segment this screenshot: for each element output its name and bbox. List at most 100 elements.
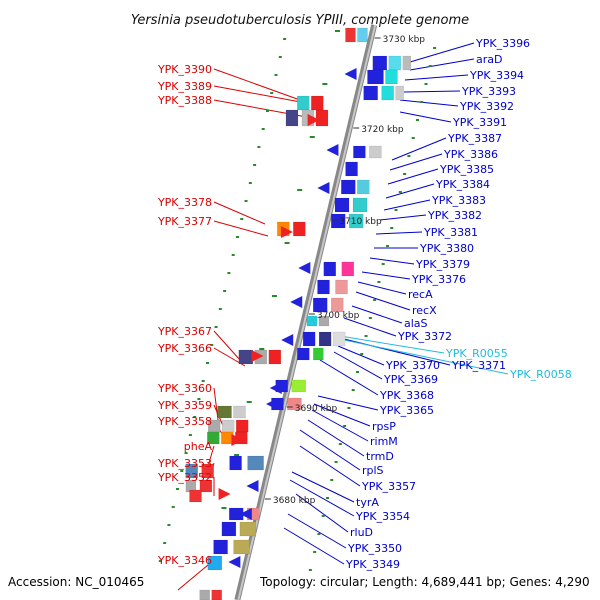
- gene-label-reverse: alaS: [404, 317, 428, 330]
- reverse-connector: [357, 281, 407, 295]
- gene-block: [233, 539, 250, 555]
- reverse-connector: [317, 395, 379, 411]
- forward-connector: [207, 445, 215, 467]
- gene-block: [201, 463, 214, 479]
- gene-label-rna: YPK_R0055: [445, 347, 508, 360]
- tick-dot: [167, 524, 171, 526]
- gene-label-reverse: recX: [412, 304, 437, 317]
- gene-block: [312, 297, 328, 313]
- reverse-connector: [389, 153, 443, 171]
- strand-arrow: [239, 508, 252, 520]
- gene-label-reverse: YPK_3370: [385, 359, 440, 372]
- reverse-connector: [299, 429, 361, 471]
- gene-block: [293, 221, 306, 237]
- gene-block: [357, 27, 368, 43]
- tick-dot: [347, 407, 351, 409]
- gene-label-forward: YPK_3366: [157, 342, 212, 355]
- reverse-connector: [409, 42, 475, 63]
- gene-block: [217, 405, 232, 419]
- tick-dot: [351, 389, 355, 391]
- tick-dot: [184, 452, 188, 454]
- reverse-connector: [343, 317, 397, 337]
- reverse-connector: [299, 445, 361, 487]
- tick-dot: [201, 380, 205, 382]
- gene-block: [189, 489, 202, 503]
- gene-block: [207, 555, 223, 571]
- gene-label-rna: YPK_R0058: [509, 368, 572, 381]
- gene-block: [213, 539, 228, 555]
- tick-dot: [364, 335, 368, 337]
- strand-arrow: [307, 114, 320, 126]
- gene-label-reverse: rpsP: [372, 420, 396, 433]
- tick-dot: [265, 110, 269, 112]
- tick-dot: [274, 74, 278, 76]
- gene-block: [353, 145, 366, 159]
- gene-block: [315, 109, 329, 127]
- gene-label-reverse: YPK_3394: [469, 69, 524, 82]
- tick-dot: [377, 281, 381, 283]
- gene-block: [318, 331, 332, 347]
- map-title: Yersinia pseudotuberculosis YPIII, compl…: [131, 13, 469, 28]
- tick-dot: [338, 443, 342, 445]
- gene-block: [306, 315, 318, 327]
- tick-dot: [193, 416, 197, 418]
- tick-dot: [308, 569, 312, 571]
- gene-block: [221, 521, 237, 537]
- tick-dot: [197, 398, 201, 400]
- tick-dot: [381, 263, 385, 265]
- gene-block: [207, 431, 220, 445]
- tick-dot: [394, 209, 398, 211]
- reverse-connector: [343, 339, 509, 375]
- gene-block: [247, 455, 264, 471]
- minor-tick: [221, 507, 227, 509]
- strand-arrow: [231, 434, 244, 446]
- gene-block: [311, 95, 324, 111]
- minor-tick: [309, 136, 315, 138]
- gene-label-reverse: YPK_3376: [411, 273, 466, 286]
- gene-label-reverse: YPK_3369: [383, 373, 438, 386]
- gene-block: [345, 161, 358, 177]
- minor-tick: [259, 348, 265, 350]
- tick-dot: [398, 191, 402, 193]
- gene-label-reverse: YPK_3372: [397, 330, 452, 343]
- strand-arrow: [281, 334, 294, 346]
- strand-arrow: [344, 68, 357, 80]
- gene-block: [402, 55, 412, 71]
- strand-arrow: [290, 296, 303, 308]
- gene-label-reverse: YPK_3365: [379, 404, 434, 417]
- tick-dot: [188, 434, 192, 436]
- tick-dot: [231, 254, 235, 256]
- gene-block: [372, 55, 388, 71]
- gene-block: [313, 347, 324, 361]
- minor-tick: [246, 401, 252, 403]
- gene-block: [318, 315, 330, 327]
- tick-dot: [240, 218, 244, 220]
- tick-dot: [385, 245, 389, 247]
- kbp-label: 3700 kbp: [317, 311, 360, 321]
- gene-block: [395, 85, 404, 101]
- gene-block: [199, 589, 210, 600]
- tick-dot: [360, 353, 364, 355]
- gene-block: [348, 213, 364, 229]
- gene-block: [233, 405, 246, 419]
- kbp-label: 3690 kbp: [295, 404, 338, 414]
- tick-dot: [343, 425, 347, 427]
- tick-dot: [415, 119, 419, 121]
- reverse-connector: [369, 257, 415, 265]
- minor-tick: [284, 242, 290, 244]
- gene-block: [330, 213, 346, 229]
- reverse-connector: [361, 271, 411, 280]
- kbp-label: 3730 kbp: [383, 35, 426, 45]
- connector-lines: [177, 42, 509, 591]
- strand-arrow: [326, 144, 339, 156]
- tick-dot: [321, 515, 325, 517]
- gene-block: [238, 349, 254, 365]
- gene-label-forward: YPK_3358: [157, 415, 212, 428]
- gene-label-reverse: YPK_3357: [361, 480, 416, 493]
- gene-label-reverse: YPK_3393: [461, 85, 516, 98]
- tick-marks: [158, 30, 437, 571]
- forward-connector: [213, 201, 266, 225]
- kbp-ruler: 3730 kbp 3720 kbp 3710 kbp 3700 kbp 3690 kbp…: [264, 35, 426, 506]
- reverse-connector: [355, 291, 411, 311]
- kbp-label: 3720 kbp: [361, 125, 404, 135]
